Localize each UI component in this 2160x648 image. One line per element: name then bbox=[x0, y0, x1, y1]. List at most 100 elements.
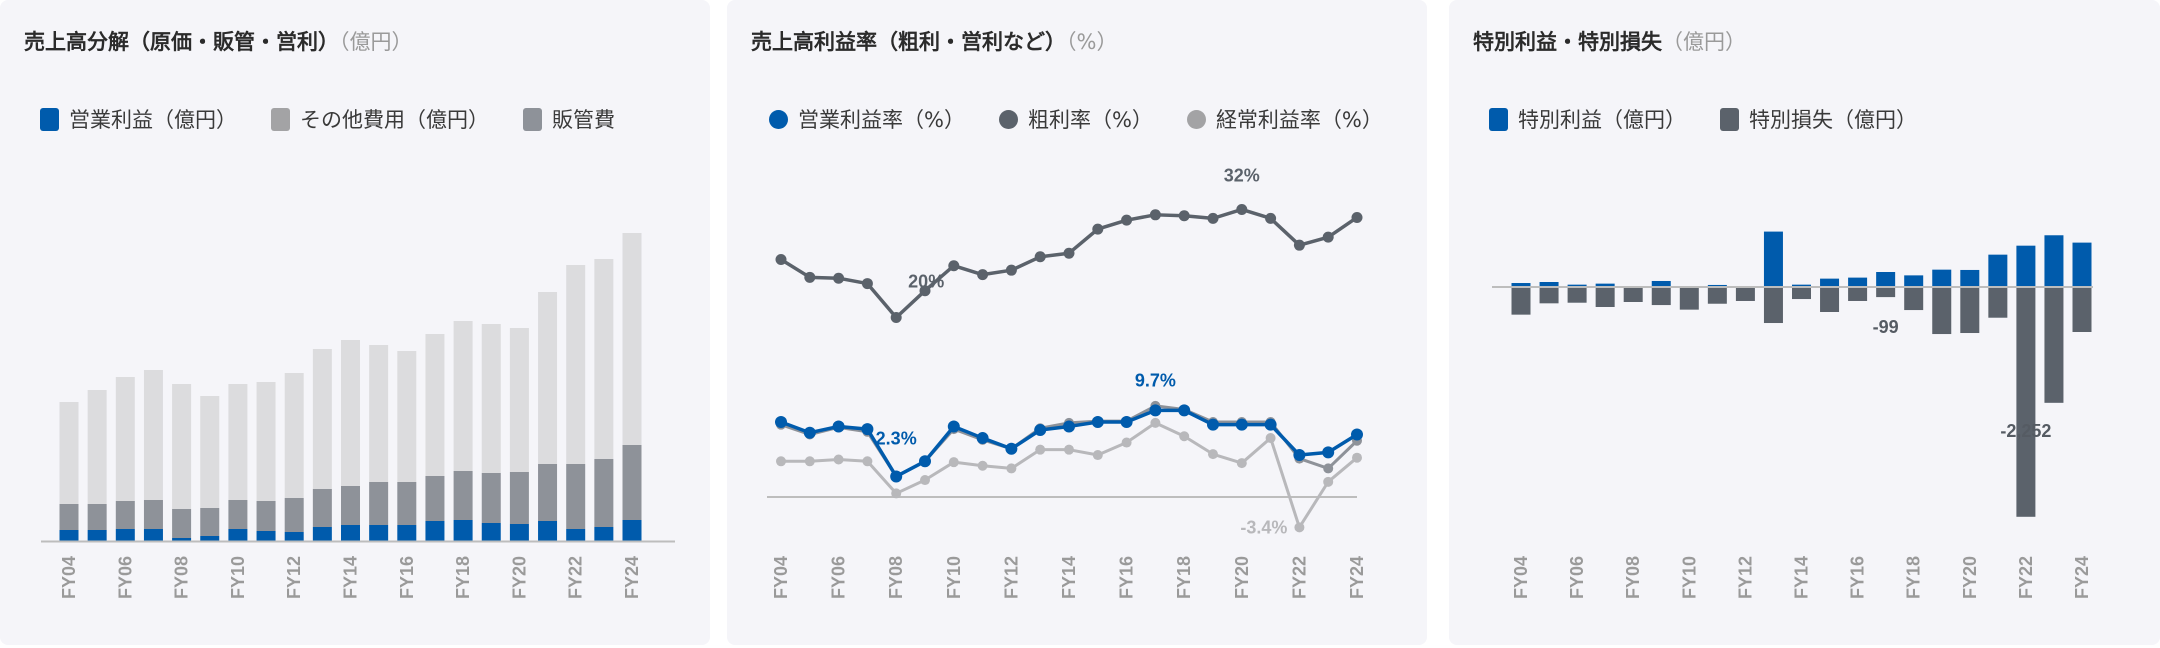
gain-bar bbox=[1539, 282, 1559, 287]
data-point bbox=[919, 455, 931, 468]
data-label: 20% bbox=[908, 272, 944, 292]
gain-bar bbox=[2016, 245, 2036, 287]
bar-segment bbox=[115, 529, 135, 541]
data-point bbox=[919, 285, 931, 297]
data-point bbox=[1121, 437, 1132, 448]
data-point bbox=[890, 312, 902, 324]
bar-segment bbox=[622, 445, 642, 520]
gain-bar bbox=[1848, 277, 1868, 287]
data-point bbox=[862, 456, 873, 467]
loss-bar bbox=[1876, 287, 1896, 298]
bar-segment bbox=[566, 265, 586, 464]
bar-segment bbox=[369, 482, 389, 525]
legend-label: 経常利益率（%） bbox=[1215, 108, 1383, 132]
x-tick-label: FY20 bbox=[1960, 556, 1980, 599]
bar-segment bbox=[481, 324, 501, 473]
title-unit: （%） bbox=[1066, 30, 1118, 54]
x-tick-label: FY18 bbox=[1174, 556, 1194, 599]
x-tick-label: FY22 bbox=[1289, 556, 1309, 599]
x-tick-label: FY08 bbox=[1623, 556, 1643, 599]
legend-item-sga[interactable]: 販管費 bbox=[523, 104, 615, 134]
data-point bbox=[1121, 214, 1133, 226]
loss-bar bbox=[1539, 287, 1559, 304]
data-point bbox=[1091, 415, 1104, 428]
bar-segment bbox=[425, 476, 445, 521]
gain-bar bbox=[1651, 280, 1671, 287]
data-point bbox=[1034, 424, 1047, 437]
legend-label: 特別利益（億円） bbox=[1518, 108, 1686, 132]
data-point bbox=[1294, 522, 1305, 533]
x-tick-label: FY04 bbox=[59, 556, 79, 599]
bar-segment bbox=[425, 334, 445, 476]
legend-item-extraordinary-loss[interactable]: 特別損失（億円） bbox=[1720, 104, 1917, 134]
x-tick-label: FY06 bbox=[1567, 556, 1587, 599]
legend-item-extraordinary-gain[interactable]: 特別利益（億円） bbox=[1489, 104, 1686, 134]
bar-segment bbox=[341, 486, 360, 525]
gain-bar bbox=[1763, 231, 1783, 287]
title-unit: （億円） bbox=[1662, 30, 1746, 54]
loss-bar bbox=[2044, 287, 2064, 403]
legend-item-operating-margin[interactable]: 営業利益率（%） bbox=[769, 104, 965, 134]
legend-item-other-costs[interactable]: その他費用（億円） bbox=[271, 104, 489, 134]
x-tick-label: FY16 bbox=[1117, 556, 1137, 599]
data-point bbox=[977, 269, 989, 281]
gain-bar bbox=[1820, 278, 1840, 287]
gain-bar bbox=[1960, 269, 1980, 287]
x-tick-label: FY12 bbox=[1001, 556, 1021, 599]
data-point bbox=[832, 420, 845, 433]
bar-segment bbox=[397, 482, 417, 525]
legend-item-ordinary-margin[interactable]: 経常利益率（%） bbox=[1186, 104, 1383, 134]
bar-segment bbox=[594, 259, 614, 459]
gain-bar bbox=[1707, 284, 1727, 287]
data-point bbox=[861, 278, 873, 290]
bar-segment bbox=[284, 498, 304, 532]
bar-segment bbox=[87, 530, 107, 541]
loss-bar bbox=[1792, 287, 1811, 300]
title-text: 特別利益・特別損失 bbox=[1473, 30, 1662, 54]
bar-segment bbox=[284, 373, 304, 498]
bar-segment bbox=[369, 525, 389, 541]
x-tick-label: FY14 bbox=[1792, 556, 1812, 599]
gain-bar bbox=[1792, 284, 1811, 287]
bar-segment bbox=[228, 500, 248, 529]
chart-title: 売上高利益率（粗利・営利など）（%） bbox=[751, 26, 1117, 56]
bar-segment bbox=[312, 489, 332, 527]
bar-segment bbox=[200, 396, 220, 508]
data-point bbox=[1178, 210, 1190, 222]
loss-bar bbox=[1707, 287, 1727, 304]
data-point bbox=[1352, 452, 1362, 463]
bar-segment bbox=[509, 472, 529, 524]
data-point bbox=[1005, 442, 1018, 455]
legend-item-gross-margin[interactable]: 粗利率（%） bbox=[998, 104, 1153, 134]
data-point bbox=[803, 426, 816, 439]
bar-segment bbox=[143, 370, 163, 500]
loss-bar bbox=[1623, 287, 1643, 302]
bar-segment bbox=[256, 382, 276, 501]
data-point bbox=[1236, 458, 1247, 469]
title-text: 売上高利益率（粗利・営利など） bbox=[751, 30, 1066, 54]
data-point bbox=[804, 456, 815, 467]
x-tick-label: FY24 bbox=[622, 556, 642, 599]
data-point bbox=[1179, 431, 1190, 442]
bar-segment bbox=[172, 384, 192, 509]
data-label: 9.7% bbox=[1135, 370, 1176, 390]
bar-segment bbox=[200, 508, 220, 536]
data-point bbox=[1323, 463, 1334, 474]
data-point bbox=[775, 253, 787, 265]
loss-bar bbox=[2016, 287, 2036, 517]
data-point bbox=[833, 272, 845, 284]
profit-margin-panel: 売上高利益率（粗利・営利など）（%） 営業利益率（%） 粗利率（%） 経常利益率… bbox=[727, 0, 1427, 645]
legend-label: 粗利率（%） bbox=[1027, 108, 1153, 132]
gain-bar bbox=[1511, 283, 1531, 287]
x-tick-label: FY14 bbox=[1059, 556, 1079, 599]
legend-label: その他費用（億円） bbox=[300, 108, 489, 132]
data-point bbox=[1265, 433, 1276, 444]
legend-item-operating-profit[interactable]: 営業利益（億円） bbox=[40, 104, 237, 134]
bar-segment bbox=[228, 529, 248, 541]
data-label: -2,252 bbox=[2000, 421, 2051, 441]
gain-bar bbox=[1988, 254, 2008, 287]
data-label: -99 bbox=[1873, 317, 1899, 337]
data-point bbox=[948, 457, 959, 468]
legend-label: 営業利益（億円） bbox=[69, 108, 237, 132]
